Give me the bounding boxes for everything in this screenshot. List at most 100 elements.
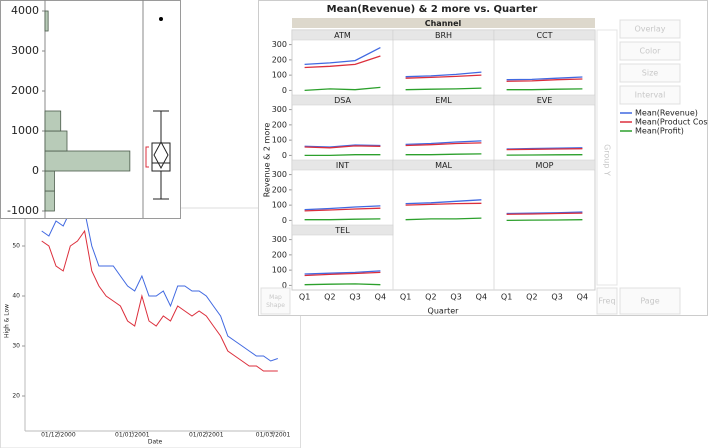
button-label[interactable]: Page (640, 297, 659, 306)
drop-zone (596, 29, 618, 286)
y-tick-label: 0 (282, 86, 287, 95)
legend-label: Mean(Profit) (635, 127, 684, 136)
panel-title: BRH (435, 31, 452, 40)
panel-title: INT (336, 161, 349, 170)
x-tick-label: Q3 (551, 293, 562, 302)
x-tick-label: 01/12/2000 (41, 432, 76, 439)
button-label[interactable]: Overlay (634, 25, 665, 34)
panel-title: MAL (435, 161, 452, 170)
y-tick-label: 200 (272, 185, 287, 194)
drop-zone-button[interactable] (260, 287, 291, 315)
y-axis-label: High & Low (4, 304, 11, 338)
series-line (304, 207, 381, 212)
panel-title: EML (435, 96, 452, 105)
facet-chart-window: Mean(Revenue) & 2 more vs. Quarter Channe… (258, 0, 708, 316)
y-tick-label: 4000 (11, 4, 39, 17)
button-label[interactable]: Size (642, 69, 659, 78)
panel-header (493, 159, 596, 171)
x-tick-label: 01/01/2001 (115, 432, 150, 439)
panel-title: CCT (536, 31, 552, 40)
legend-label: Mean(Revenue) (635, 109, 698, 118)
y-tick-label: 100 (272, 266, 287, 275)
y-tick-label: 50 (12, 243, 20, 250)
series-line (304, 55, 381, 69)
button-label[interactable]: Color (640, 47, 662, 56)
y-tick-label: 2000 (11, 84, 39, 97)
series-line (405, 199, 482, 205)
x-tick-label: Q1 (400, 293, 411, 302)
histogram-bar (44, 110, 62, 132)
button-label[interactable]: Interval (635, 91, 666, 100)
x-tick-label: Q4 (375, 293, 386, 302)
series-line (405, 87, 482, 91)
panel-header (493, 94, 596, 106)
series-line (304, 145, 381, 149)
series-line (405, 217, 482, 221)
series-line (506, 211, 583, 215)
histogram-bar (44, 130, 68, 152)
y-tick-label: 100 (272, 201, 287, 210)
series-line (506, 212, 583, 215)
x-tick-label: Q3 (450, 293, 461, 302)
outlier (159, 17, 163, 21)
x-tick-label: Q2 (526, 293, 537, 302)
legend-label: Mean(Product Cost) (635, 118, 708, 127)
y-tick-label: 0 (32, 164, 39, 177)
group-label: Group Y (603, 144, 612, 176)
drop-zone-button[interactable] (619, 85, 681, 105)
facet-header (292, 18, 595, 28)
series-line (304, 205, 381, 211)
histogram-bar (44, 150, 131, 172)
drop-zone-button[interactable] (619, 287, 681, 315)
panel-title: DSA (334, 96, 351, 105)
drop-zone-button[interactable] (619, 19, 681, 39)
x-tick-label: Q1 (501, 293, 512, 302)
drop-zone-button[interactable] (619, 41, 681, 61)
y-tick-label: 300 (272, 105, 287, 114)
series-line (304, 218, 381, 221)
histogram-bar (44, 190, 55, 212)
chart-title: Mean(Revenue) & 2 more vs. Quarter (327, 4, 538, 15)
y-tick-label: 200 (272, 120, 287, 129)
series-line (304, 154, 381, 157)
panel-header (493, 29, 596, 41)
drop-zone-button[interactable] (619, 63, 681, 83)
series-line (506, 78, 583, 82)
histogram-bar (44, 10, 49, 32)
series-line (506, 147, 583, 150)
shortest-half (145, 146, 149, 168)
window-frame (0, 207, 301, 448)
histogram-window: -1000 0 1000 2000 3000 4000 (0, 0, 181, 219)
x-tick-label: Q4 (476, 293, 487, 302)
x-tick-label: Q3 (349, 293, 360, 302)
y-tick-label: 300 (272, 235, 287, 244)
series-line (506, 219, 583, 222)
y-tick-label: 200 (272, 55, 287, 64)
y-tick-label: 0 (282, 216, 287, 225)
series-line (405, 74, 482, 79)
series-line (304, 270, 381, 275)
y-tick-label: 1000 (11, 124, 39, 137)
x-axis-label: Date (148, 439, 163, 446)
y-tick-label: 200 (272, 250, 287, 259)
panel-title: TEL (334, 226, 350, 235)
series-line (405, 140, 482, 146)
x-tick-label: Q4 (577, 293, 588, 302)
x-tick-label: Q1 (299, 293, 310, 302)
x-tick-label: 01/03/2001 (256, 432, 291, 439)
y-tick-label: 20 (12, 393, 20, 400)
button-label[interactable]: Freq (598, 297, 615, 306)
x-tick-label: 01/02/2001 (189, 432, 224, 439)
series-line (506, 76, 583, 81)
panel-header (291, 224, 394, 236)
x-tick-label: Q2 (425, 293, 436, 302)
drop-zone-button[interactable] (596, 287, 618, 315)
y-tick-label: 300 (272, 170, 287, 179)
y-tick-label: 100 (272, 136, 287, 145)
y-tick-label: 40 (12, 293, 20, 300)
panel-title: MOP (535, 161, 553, 170)
series-line (41, 229, 278, 372)
button-label[interactable]: Map Shape (266, 294, 285, 309)
mean-diamond (153, 140, 169, 170)
